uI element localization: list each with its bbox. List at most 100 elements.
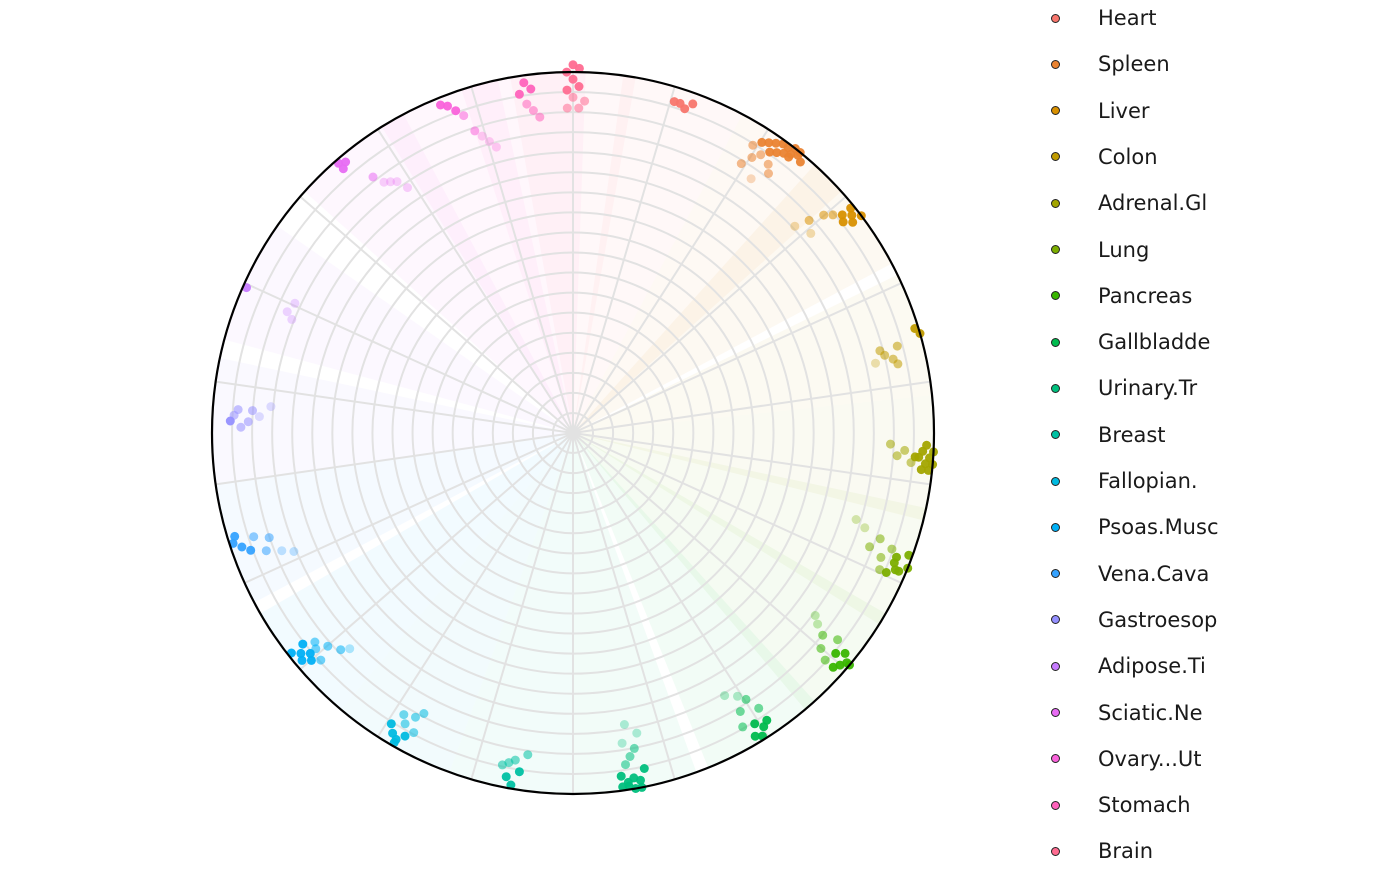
- data-point: [838, 217, 848, 227]
- data-point: [568, 92, 578, 102]
- data-point: [741, 694, 751, 704]
- data-point: [831, 648, 841, 658]
- data-point: [625, 752, 635, 761]
- grid-spoke: [215, 380, 574, 434]
- legend-key-dot: [1051, 198, 1060, 208]
- data-point: [522, 99, 532, 109]
- data-point: [851, 515, 861, 524]
- legend-label: Sciatic.Ne: [1098, 700, 1203, 725]
- data-point: [230, 531, 240, 541]
- data-point: [887, 544, 897, 554]
- grid-spoke: [572, 128, 770, 434]
- data-point: [316, 655, 326, 665]
- legend-item: Spleen: [1046, 41, 1170, 87]
- data-point: [910, 452, 920, 462]
- legend-key-dot: [1051, 661, 1060, 671]
- data-point: [756, 150, 766, 160]
- data-point: [528, 106, 538, 115]
- data-point: [813, 619, 823, 629]
- legend-key-dot: [1051, 846, 1060, 856]
- legend-key-dot: [1051, 13, 1060, 23]
- data-point: [875, 534, 885, 544]
- data-point: [680, 104, 690, 114]
- data-point: [568, 74, 578, 84]
- data-point: [282, 307, 292, 317]
- data-point: [562, 103, 572, 113]
- data-point: [747, 153, 757, 162]
- polar-background: [212, 71, 934, 794]
- data-point: [277, 546, 287, 556]
- data-point: [848, 217, 858, 227]
- data-point: [860, 523, 870, 533]
- sector-tint: [573, 75, 743, 433]
- data-point: [900, 445, 910, 455]
- legend-item: Urinary.Tr: [1046, 365, 1197, 411]
- legend-label: Liver: [1098, 98, 1150, 123]
- legend-key-dot: [1051, 708, 1060, 717]
- data-point: [236, 422, 246, 432]
- data-point: [735, 707, 745, 716]
- data-point: [617, 738, 627, 748]
- legend-item: Pancreas: [1046, 273, 1192, 319]
- legend-label: Breast: [1098, 422, 1166, 447]
- legend-label: Adipose.Ti: [1098, 654, 1206, 679]
- data-point: [806, 228, 816, 238]
- legend-label: Pancreas: [1098, 283, 1193, 308]
- data-point: [764, 138, 774, 148]
- data-point: [470, 126, 480, 136]
- legend-label: Lung: [1098, 237, 1150, 262]
- data-point: [261, 546, 271, 556]
- legend-label: Spleen: [1098, 52, 1170, 77]
- legend-label: Ovary...Ut: [1098, 746, 1202, 771]
- legend-item: Breast: [1046, 412, 1166, 458]
- data-point: [784, 152, 794, 162]
- sector-tint: [260, 433, 573, 710]
- data-point: [810, 611, 820, 620]
- grid-spoke: [572, 432, 902, 584]
- data-point: [738, 722, 748, 732]
- data-point: [818, 630, 828, 640]
- data-point: [254, 412, 264, 422]
- data-point: [574, 63, 584, 73]
- legend-item: Liver: [1046, 88, 1150, 134]
- data-point: [754, 703, 764, 713]
- legend-label: Vena.Cava: [1098, 561, 1210, 586]
- polar-scatter-chart: [210, 60, 938, 796]
- grid-spoke: [572, 86, 676, 434]
- data-point: [795, 157, 805, 167]
- legend-key-dot: [1051, 152, 1060, 162]
- legend-item: Brain: [1046, 828, 1153, 874]
- legend-item: Vena.Cava: [1046, 551, 1209, 597]
- data-point: [306, 655, 316, 665]
- legend-key-dot: [1051, 569, 1060, 579]
- data-point: [669, 97, 679, 107]
- data-point: [336, 645, 346, 655]
- grid-spoke: [244, 432, 574, 584]
- grid-spoke: [572, 432, 931, 486]
- data-point: [400, 731, 410, 741]
- data-point: [345, 644, 355, 654]
- data-point: [890, 565, 900, 575]
- data-point: [535, 112, 545, 122]
- data-point: [526, 84, 536, 94]
- legend-item: Lung: [1046, 227, 1149, 273]
- data-point: [248, 406, 257, 416]
- data-point: [519, 78, 529, 88]
- data-point: [892, 451, 902, 461]
- data-point: [828, 662, 838, 672]
- data-point: [746, 174, 756, 184]
- data-point: [266, 402, 276, 412]
- data-point: [720, 691, 730, 701]
- data-point: [298, 639, 308, 649]
- legend-key-dot: [1051, 522, 1060, 532]
- data-point: [616, 771, 626, 781]
- data-point: [514, 89, 524, 99]
- grid-spoke: [572, 282, 902, 434]
- grid-spoke: [299, 195, 574, 434]
- data-point: [762, 715, 772, 725]
- data-point: [436, 100, 445, 110]
- legend-key-dot: [1051, 59, 1060, 69]
- legend-item: Gallbladde: [1046, 319, 1210, 365]
- data-point: [523, 750, 533, 760]
- legend-item: Adipose.Ti: [1046, 643, 1206, 689]
